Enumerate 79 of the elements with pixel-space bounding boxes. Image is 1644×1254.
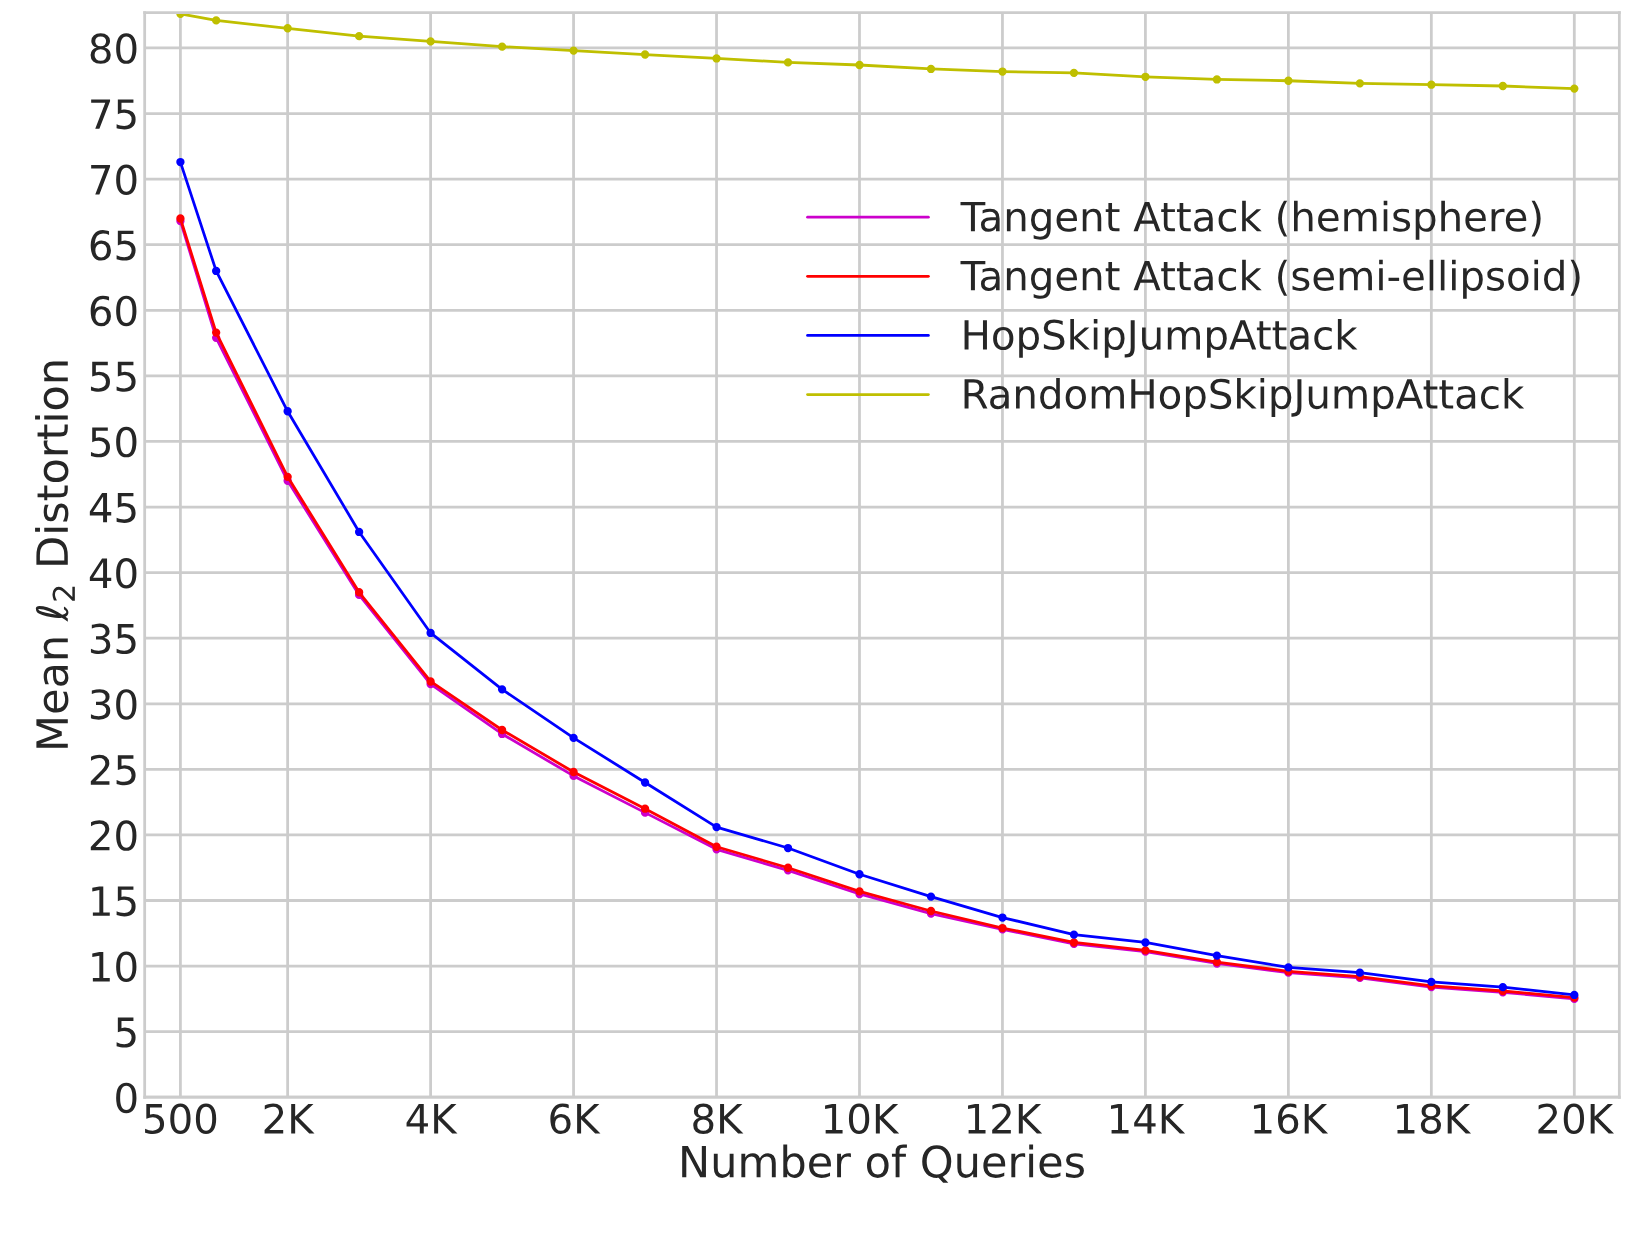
point bbox=[640, 778, 650, 787]
point bbox=[569, 767, 578, 777]
point bbox=[1212, 951, 1222, 960]
point bbox=[855, 60, 864, 70]
point bbox=[1427, 80, 1436, 89]
point bbox=[283, 472, 292, 482]
point bbox=[354, 527, 364, 537]
point bbox=[283, 407, 292, 416]
y-tick-label: 60 bbox=[90, 295, 137, 327]
x-tick-label: 6K bbox=[550, 1103, 601, 1134]
point bbox=[640, 50, 650, 59]
point bbox=[1427, 977, 1436, 986]
point bbox=[1141, 72, 1150, 81]
y-tick-label: 30 bbox=[90, 689, 137, 720]
x-tick-label: 4K bbox=[406, 1104, 458, 1134]
point bbox=[1498, 81, 1507, 91]
point bbox=[1212, 75, 1222, 84]
point bbox=[283, 24, 292, 33]
point bbox=[1069, 930, 1079, 939]
legend-label: Tangent Attack (hemisphere) bbox=[960, 200, 1541, 240]
point bbox=[354, 31, 364, 41]
point bbox=[1069, 68, 1079, 78]
point bbox=[211, 328, 221, 337]
point bbox=[497, 42, 507, 51]
point bbox=[783, 843, 793, 853]
y-tick-label: 35 bbox=[90, 623, 136, 655]
y-tick-label: 40 bbox=[89, 558, 137, 589]
y-tick-label: 25 bbox=[90, 754, 136, 786]
point bbox=[855, 870, 864, 879]
y-axis-title: Mean ℓ$_{2}$ Distortion bbox=[35, 361, 75, 748]
point bbox=[497, 685, 507, 694]
point bbox=[926, 892, 936, 901]
x-tick-label: 2K bbox=[264, 1103, 315, 1134]
point bbox=[569, 733, 578, 743]
point bbox=[497, 725, 507, 735]
x-tick-label: 20K bbox=[1538, 1103, 1614, 1134]
y-tick-label: 65 bbox=[90, 230, 136, 261]
point bbox=[712, 822, 721, 832]
point bbox=[998, 67, 1007, 76]
y-tick-label: 75 bbox=[91, 99, 136, 130]
y-tick-label: 0 bbox=[116, 1082, 137, 1114]
x-tick-label: 14K bbox=[1111, 1104, 1186, 1134]
point bbox=[569, 46, 578, 55]
point bbox=[926, 64, 936, 74]
y-tick-label: 10 bbox=[92, 951, 137, 982]
point bbox=[1355, 79, 1365, 88]
x-tick-label: 12K bbox=[968, 1103, 1043, 1134]
y-tick-label: 80 bbox=[90, 33, 137, 64]
x-tick-label: 16K bbox=[1253, 1103, 1329, 1134]
point bbox=[211, 16, 221, 25]
point bbox=[640, 804, 650, 813]
point bbox=[998, 913, 1007, 922]
point bbox=[712, 54, 721, 63]
legend-label: Tangent Attack (semi-ellipsoid) bbox=[960, 259, 1580, 299]
point bbox=[1498, 982, 1507, 992]
point bbox=[783, 58, 793, 67]
y-tick-label: 20 bbox=[90, 820, 137, 851]
point bbox=[1570, 84, 1579, 93]
y-tick-label: 5 bbox=[116, 1017, 136, 1048]
x-tick-label: 18K bbox=[1396, 1103, 1472, 1134]
point bbox=[1284, 963, 1293, 972]
x-tick-label: 8K bbox=[693, 1103, 744, 1134]
legend-label: RandomHopSkipJumpAttack bbox=[964, 378, 1525, 417]
x-axis-title: Number of Queries bbox=[682, 1144, 1084, 1183]
point bbox=[1355, 968, 1365, 977]
point bbox=[176, 157, 185, 167]
y-tick-label: 15 bbox=[92, 886, 136, 917]
legend-label: HopSkipJumpAttack bbox=[964, 318, 1358, 358]
y-tick-label: 50 bbox=[90, 426, 137, 458]
y-tick-label: 55 bbox=[90, 361, 136, 392]
y-tick-label: 45 bbox=[89, 492, 136, 523]
y-tick-label: 70 bbox=[91, 164, 137, 195]
point bbox=[1141, 938, 1150, 947]
x-tick-label: 500 bbox=[145, 1103, 217, 1134]
point bbox=[211, 266, 221, 276]
x-tick-label: 10K bbox=[825, 1103, 900, 1134]
point bbox=[1284, 76, 1293, 85]
point bbox=[426, 37, 435, 46]
point bbox=[426, 628, 435, 638]
